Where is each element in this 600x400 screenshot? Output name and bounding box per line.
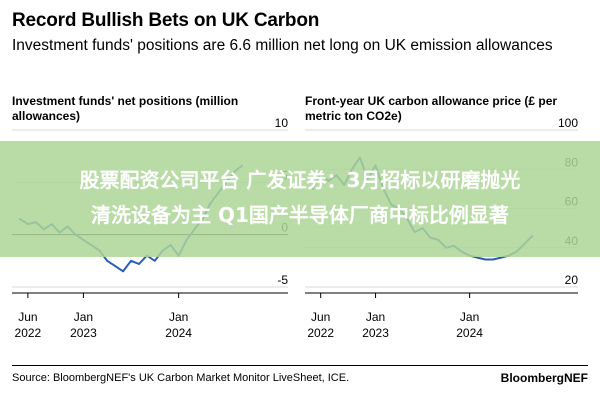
data-point [492,258,494,261]
y-tick-label: 10 [275,116,289,130]
chart-title: Record Bullish Bets on UK Carbon [12,10,320,31]
data-point [106,260,109,262]
y-tick-label: 20 [565,273,579,287]
chart-subtitle: Investment funds' positions are 6.6 mill… [12,37,553,54]
x-tick-label: 2022 [307,326,334,340]
data-point [138,263,140,265]
left-panel-title: Investment funds' net positions (million… [12,94,239,123]
x-tick-label: Jan [460,310,479,324]
y-tick-label: 100 [558,116,578,130]
data-point [500,256,502,259]
y-tick-label: -5 [277,273,288,287]
x-tick-label: 2022 [15,326,42,340]
brand-logo-text: BloombergNEF [500,371,588,385]
data-point [114,265,116,267]
x-tick-label: 2023 [362,326,389,340]
x-tick-label: Jun [18,310,37,324]
data-point [122,270,124,273]
data-point [130,260,132,262]
footer-divider [12,365,588,366]
data-point [476,256,479,259]
right-panel-title: Front-year UK carbon allowance price (£ … [305,94,558,123]
x-tick-label: Jan [169,310,188,324]
overlay-text-line-2: 清洗设备为主 Q1国产半导体厂商中标比例显著 [91,203,509,227]
overlay-banner [0,141,600,257]
overlay-text-line-1: 股票配资公司平台 广发证券：3月招标以研磨抛光 [79,168,521,192]
source-note: Source: BloombergNEF's UK Carbon Market … [12,372,350,384]
data-point [154,260,156,262]
x-tick-label: Jan [366,310,385,324]
x-tick-label: 2023 [70,326,97,340]
x-tick-label: Jan [74,310,93,324]
data-point [484,258,487,261]
x-tick-label: 2024 [456,326,483,340]
x-tick-label: Jun [311,310,330,324]
x-tick-label: 2024 [165,326,192,340]
